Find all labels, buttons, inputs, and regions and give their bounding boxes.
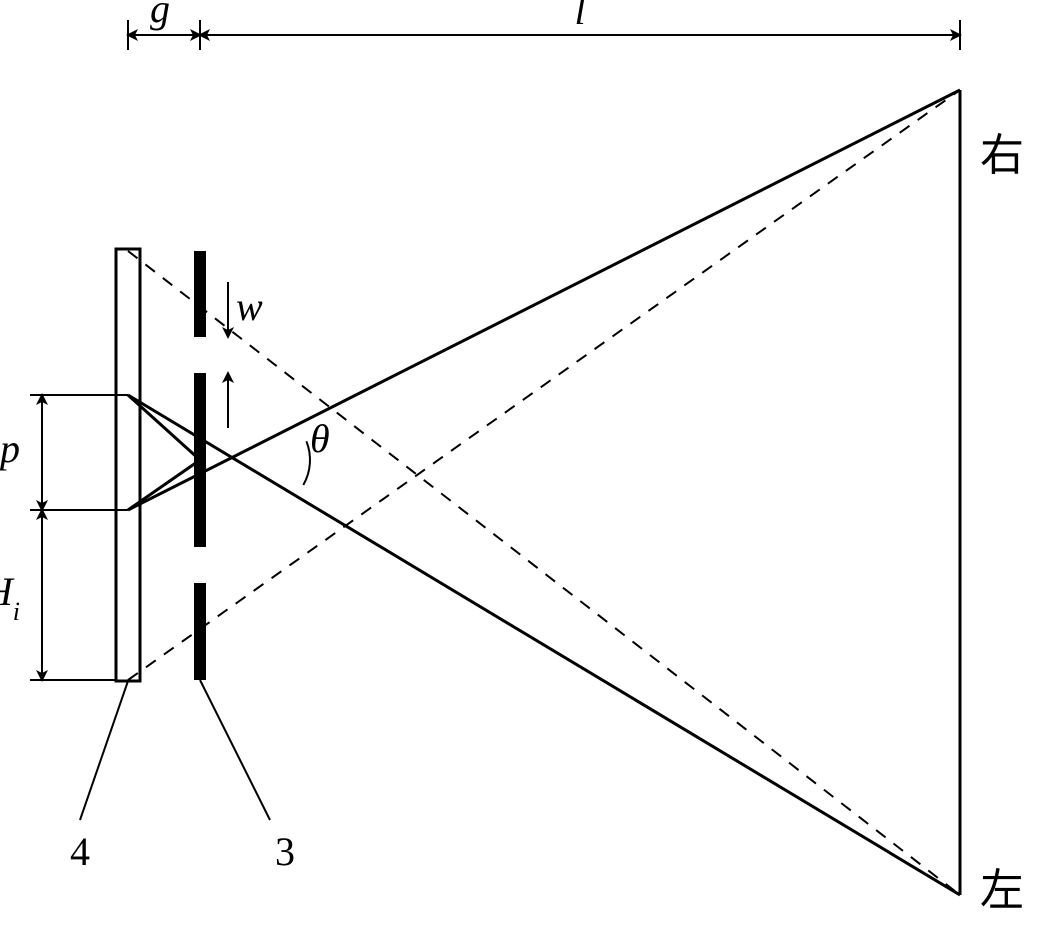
ray-dashed <box>128 251 960 895</box>
theta-arc <box>303 441 310 485</box>
label-4: 4 <box>70 829 90 874</box>
leader-line <box>80 681 128 820</box>
label-p: p <box>0 426 20 471</box>
optics-diagram: g l θ w p Hi 4 3 右左 <box>0 0 1044 945</box>
label-3: 3 <box>275 829 295 874</box>
display-panel <box>116 249 140 681</box>
ray-solid <box>128 395 960 895</box>
label-g: g <box>150 0 170 31</box>
label-right-bottom: 左 <box>980 866 1024 915</box>
leader-line <box>200 680 270 820</box>
label-l: l <box>574 0 585 33</box>
label-right-top: 右 <box>980 131 1024 180</box>
ray-dashed <box>128 90 960 680</box>
label-hi: Hi <box>0 569 20 626</box>
label-theta: θ <box>310 416 330 461</box>
label-w: w <box>236 284 263 329</box>
